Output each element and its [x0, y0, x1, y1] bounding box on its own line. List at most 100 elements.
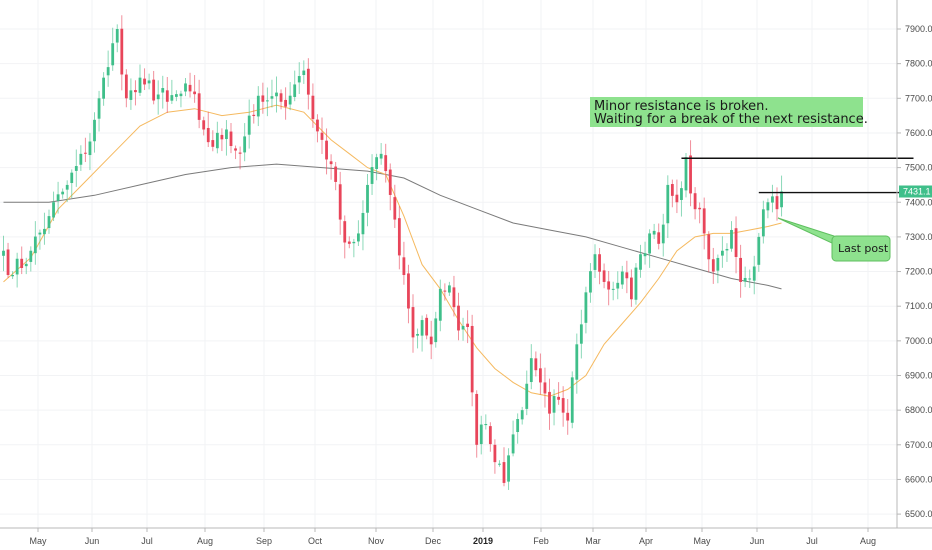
- candle-body: [589, 271, 592, 293]
- candle: [452, 275, 456, 317]
- candle-body: [234, 148, 237, 151]
- candle: [416, 328, 419, 349]
- candle: [620, 265, 624, 289]
- resistance-note-line-2: Waiting for a break of the next resistan…: [594, 112, 868, 127]
- candle: [557, 382, 560, 405]
- candle: [698, 202, 702, 224]
- candle: [275, 76, 278, 113]
- candle-body: [306, 68, 310, 95]
- candle-body: [70, 172, 74, 184]
- candle-body: [611, 288, 615, 290]
- candle-body: [539, 368, 542, 383]
- candle-body: [56, 194, 60, 201]
- candle-body: [666, 184, 670, 224]
- candle: [589, 263, 592, 303]
- candle: [152, 70, 156, 105]
- candle: [566, 399, 570, 435]
- candle: [43, 212, 46, 245]
- candle-body: [648, 233, 651, 254]
- candle-body: [47, 216, 51, 229]
- y-tick-label: 6600.0: [905, 474, 932, 484]
- ma-short-line: [3, 104, 782, 397]
- candle-body: [643, 253, 647, 257]
- candle: [693, 187, 697, 220]
- candle: [702, 197, 706, 250]
- candle: [470, 314, 474, 407]
- candle-body: [297, 76, 301, 83]
- candle: [488, 422, 492, 452]
- candle: [479, 415, 483, 455]
- y-tick-label: 6800.0: [905, 405, 932, 415]
- y-tick-label: 7600.0: [905, 128, 932, 138]
- candle-body: [416, 333, 419, 336]
- candle-body: [325, 140, 328, 160]
- candle-body: [498, 463, 501, 465]
- candle: [56, 181, 60, 214]
- callout-label: Last post: [838, 242, 889, 255]
- candle: [6, 242, 10, 278]
- price-axis[interactable]: 6500.0 6600.0 6700.0 6800.0 6900.0 7000.0 7100…: [897, 24, 932, 519]
- y-tick-label: 7100.0: [905, 301, 932, 311]
- y-tick-label: 7700.0: [905, 93, 932, 103]
- x-tick-label: Apr: [639, 536, 653, 546]
- last-post-callout[interactable]: Last post: [777, 217, 891, 262]
- candle: [220, 128, 224, 152]
- candle-body: [375, 157, 378, 170]
- candle-body: [529, 358, 533, 383]
- y-tick-label: 6900.0: [905, 371, 932, 381]
- candle-body: [357, 233, 360, 242]
- candle-body: [61, 191, 65, 195]
- resistance-note-line-1: Minor resistance is broken.: [594, 99, 769, 114]
- candle-body: [516, 419, 520, 433]
- candle-body: [188, 84, 192, 92]
- candle: [384, 143, 388, 183]
- candle-body: [302, 70, 306, 76]
- candle: [443, 283, 447, 301]
- candle-body: [161, 88, 165, 93]
- candle: [102, 72, 105, 106]
- candle-body: [680, 188, 683, 200]
- candle-body: [689, 155, 692, 194]
- candle: [397, 206, 401, 270]
- candle-body: [684, 157, 688, 191]
- candle: [256, 86, 260, 127]
- candle-body: [543, 382, 547, 394]
- candle: [106, 50, 110, 87]
- candle-body: [420, 320, 424, 336]
- candle: [648, 229, 651, 268]
- candle: [97, 90, 101, 132]
- candle-body: [129, 90, 133, 100]
- x-tick-label: Jun: [85, 536, 100, 546]
- candle: [375, 153, 378, 181]
- candle-body: [657, 232, 661, 244]
- candle-body: [143, 78, 146, 85]
- candle-body: [379, 153, 383, 159]
- candle-body: [179, 93, 183, 97]
- candle-body: [602, 270, 606, 282]
- candle-body: [716, 257, 720, 271]
- candle-body: [175, 94, 178, 97]
- candle-body: [707, 234, 711, 260]
- candle-body: [74, 166, 78, 171]
- candle-body: [721, 250, 724, 256]
- candle-body: [557, 396, 560, 400]
- candlesticks: [2, 15, 783, 490]
- x-tick-label: Oct: [308, 536, 323, 546]
- candle: [434, 311, 438, 348]
- candle-body: [734, 228, 738, 257]
- candle: [438, 279, 442, 332]
- time-axis[interactable]: May Jun Jul Aug Sep Oct Nov Dec 2019 Feb Mar Apr May…: [29, 528, 876, 546]
- candle-body: [625, 272, 629, 279]
- candle-body: [220, 134, 224, 140]
- candle-body: [448, 285, 451, 293]
- resistance-note[interactable]: Minor resistance is broken. Waiting for …: [590, 97, 868, 127]
- candle: [33, 221, 37, 265]
- candle: [493, 439, 497, 474]
- candle-body: [484, 424, 488, 426]
- candle: [84, 137, 87, 163]
- candle: [507, 448, 510, 490]
- candle-body: [620, 271, 624, 285]
- candle-body: [343, 221, 347, 243]
- candle: [197, 79, 201, 129]
